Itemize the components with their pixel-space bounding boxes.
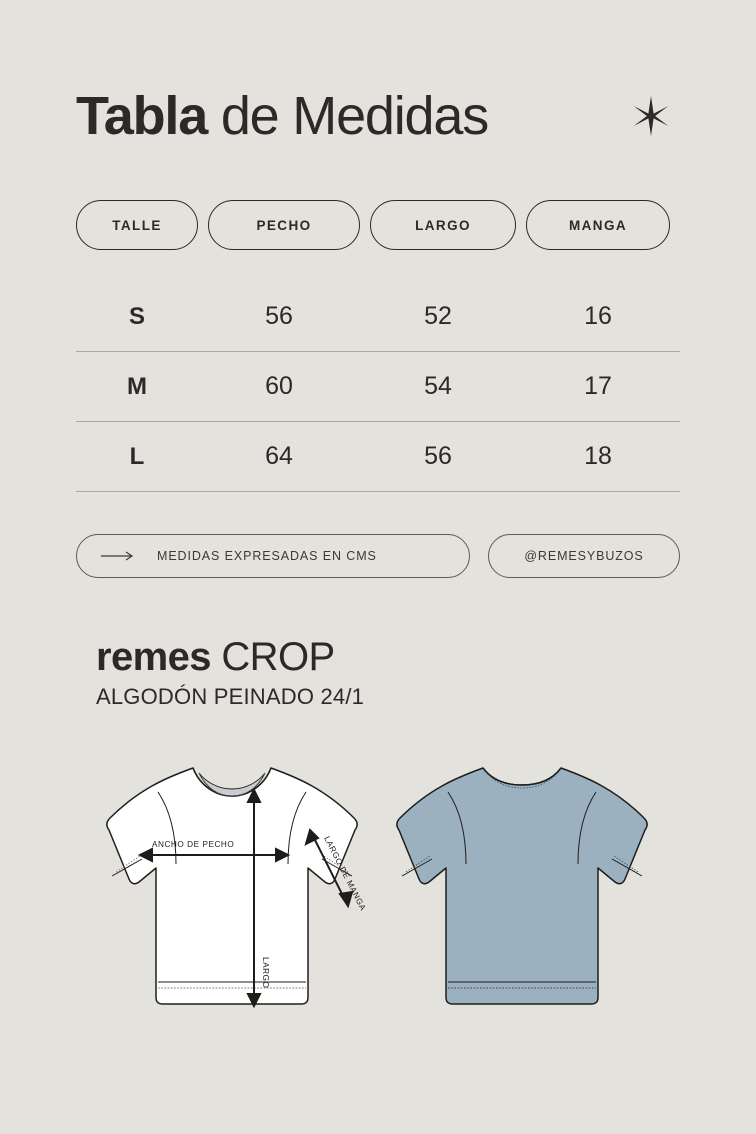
page-title: Tabla de Medidas [76, 86, 489, 146]
garment-illustrations: ANCHO DE PECHO LARGO LARGO DE MANGA [0, 752, 756, 1052]
arrow-right-icon [101, 551, 134, 561]
chest-dimension-label: ANCHO DE PECHO [152, 840, 234, 849]
cell-manga: 17 [584, 372, 612, 400]
cell-largo: 52 [424, 302, 452, 330]
table-footnotes: MEDIDAS EXPRESADAS EN CMS @REMESYBUZOS [76, 534, 680, 578]
cell-talle: M [127, 372, 147, 400]
social-handle-pill[interactable]: @REMESYBUZOS [488, 534, 680, 578]
cell-pecho: 64 [265, 442, 293, 470]
column-header-talle[interactable]: TALLE [76, 200, 198, 250]
product-heading: remes CROP ALGODÓN PEINADO 24/1 [96, 636, 364, 710]
product-name: remes CROP [96, 636, 364, 678]
page-header: Tabla de Medidas [76, 76, 688, 156]
social-handle-label: @REMESYBUZOS [524, 549, 644, 563]
cell-largo: 56 [424, 442, 452, 470]
cell-talle: S [128, 302, 145, 330]
cell-pecho: 56 [265, 302, 293, 330]
product-name-bold: remes [96, 635, 211, 679]
units-note-label: MEDIDAS EXPRESADAS EN CMS [157, 549, 377, 563]
column-header-manga[interactable]: MANGA [526, 200, 670, 250]
tshirt-front-view: ANCHO DE PECHO LARGO LARGO DE MANGA [106, 767, 366, 1009]
table-row: M 60 54 17 [76, 352, 680, 422]
cell-pecho: 60 [265, 372, 293, 400]
cell-talle: L [129, 442, 145, 470]
length-dimension-label: LARGO [261, 957, 270, 988]
column-header-pecho[interactable]: PECHO [208, 200, 360, 250]
cell-largo: 54 [424, 372, 452, 400]
page-title-light: de Medidas [207, 86, 489, 146]
table-row: S 56 52 16 [76, 282, 680, 352]
table-header-row: TALLE PECHO LARGO MANGA [76, 200, 680, 250]
cell-manga: 18 [584, 442, 612, 470]
units-note-pill: MEDIDAS EXPRESADAS EN CMS [76, 534, 470, 578]
cell-manga: 16 [584, 302, 612, 330]
table-row: L 64 56 18 [76, 422, 680, 492]
product-name-light: CROP [210, 635, 335, 679]
asterisk-icon [633, 96, 669, 136]
product-fabric: ALGODÓN PEINADO 24/1 [96, 684, 365, 709]
measurements-table: S 56 52 16 M 60 54 17 L 64 56 18 [76, 282, 680, 492]
page-title-bold: Tabla [76, 86, 208, 146]
tshirt-back-view [396, 767, 648, 1005]
column-header-largo[interactable]: LARGO [370, 200, 516, 250]
